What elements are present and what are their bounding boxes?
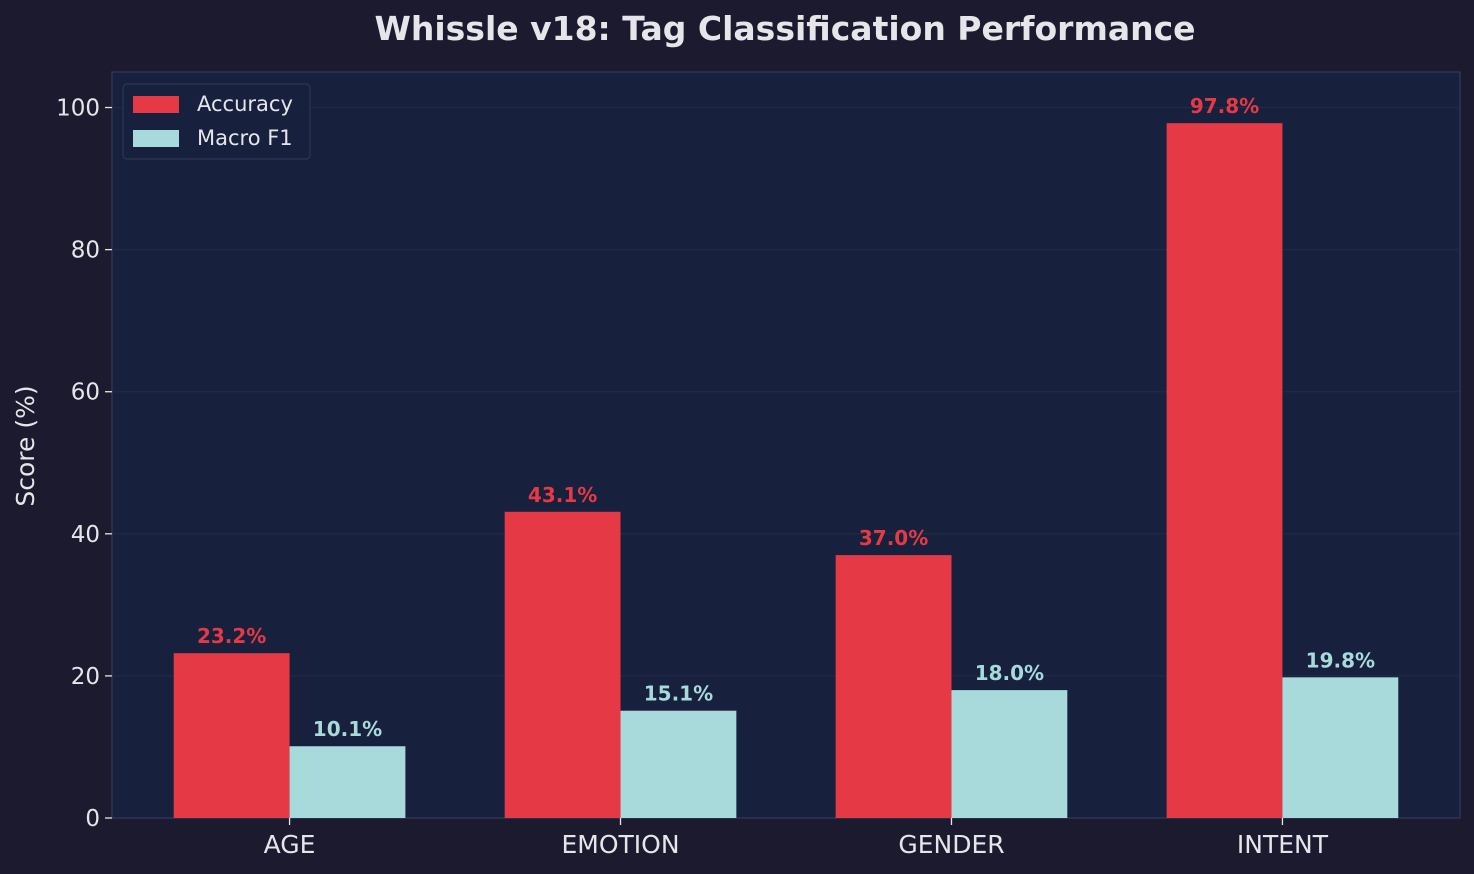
legend: Accuracy Macro F1 xyxy=(122,83,311,160)
legend-entry-label: Macro F1 xyxy=(197,126,293,150)
bars xyxy=(173,123,1399,818)
bar-value-label: 43.1% xyxy=(528,483,597,507)
bar-value-labels: 23.2% 10.1% 43.1% 15.1% 37.0% 18.0% 97.8% 19.8% xyxy=(197,94,1375,741)
bar-accuracy-gender xyxy=(835,555,952,818)
bar-value-label: 10.1% xyxy=(313,717,382,741)
y-tick-label: 20 xyxy=(71,664,100,690)
x-tick-label: AGE xyxy=(264,830,316,859)
bar-macro-f1-intent xyxy=(1282,677,1399,818)
bar-accuracy-intent xyxy=(1166,123,1283,818)
bar-macro-f1-gender xyxy=(951,690,1068,818)
bar-value-label: 37.0% xyxy=(859,526,928,550)
bar-accuracy-emotion xyxy=(504,511,621,818)
bar-macro-f1-emotion xyxy=(620,710,737,818)
bar-accuracy-age xyxy=(173,653,290,818)
y-tick-label: 80 xyxy=(71,238,100,264)
legend-swatch xyxy=(133,96,179,113)
y-axis: 0 20 40 60 80 100 xyxy=(56,96,112,832)
y-tick-label: 0 xyxy=(85,806,100,832)
x-tick-label: GENDER xyxy=(898,830,1004,859)
x-axis: AGE EMOTION GENDER INTENT xyxy=(264,818,1329,859)
y-axis-label: Score (%) xyxy=(11,385,40,506)
bar-value-label: 23.2% xyxy=(197,624,266,648)
bar-value-label: 15.1% xyxy=(644,682,713,706)
legend-entry-label: Accuracy xyxy=(197,92,293,116)
legend-swatch xyxy=(133,130,179,147)
bar-value-label: 18.0% xyxy=(975,661,1044,685)
x-tick-label: EMOTION xyxy=(561,830,679,859)
bar-macro-f1-age xyxy=(289,746,406,818)
bar-value-label: 19.8% xyxy=(1306,648,1375,672)
y-tick-label: 40 xyxy=(71,522,100,548)
y-tick-label: 100 xyxy=(56,96,100,122)
y-tick-label: 60 xyxy=(71,380,100,406)
chart-title: Whissle v18: Tag Classification Performa… xyxy=(374,9,1195,48)
x-tick-label: INTENT xyxy=(1237,830,1329,859)
bar-value-label: 97.8% xyxy=(1190,94,1259,118)
